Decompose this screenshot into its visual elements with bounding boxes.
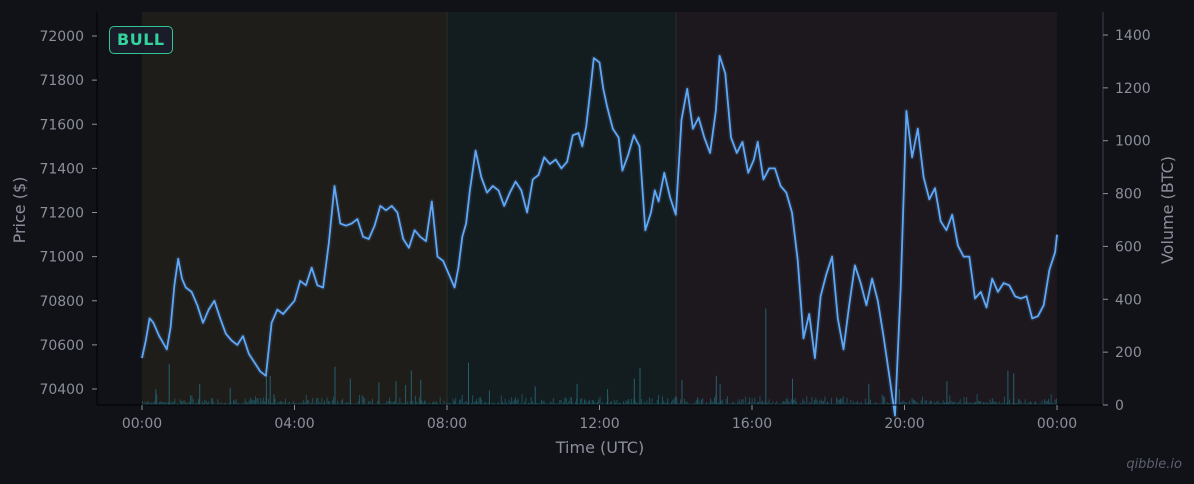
price-tick-label: 71600: [39, 117, 84, 133]
market-regime-badge: BULL: [109, 26, 173, 54]
region-asia: [142, 12, 447, 405]
volume-bar: [468, 362, 469, 405]
y-axis-title: Price ($): [10, 177, 29, 244]
x-axis-title: Time (UTC): [555, 438, 644, 457]
time-tick-label: 00:00: [1037, 416, 1077, 432]
volume-bar: [898, 389, 900, 405]
volume-bar: [488, 390, 490, 405]
time-tick-label: 16:00: [732, 416, 772, 432]
volume-bar: [420, 379, 422, 405]
volume-bar: [168, 364, 170, 405]
volume-bar: [155, 389, 157, 405]
price-tick-label: 70600: [39, 338, 84, 354]
volume-bar: [946, 381, 948, 405]
price-tick-label: 70800: [39, 294, 84, 310]
volume-bar: [273, 394, 275, 405]
price-tick-label: 71000: [39, 250, 84, 266]
volume-bar: [410, 370, 412, 405]
price-tick-label: 72000: [39, 29, 84, 45]
volume-bar: [607, 389, 609, 405]
volume-bar: [715, 375, 717, 405]
volume-bar: [395, 381, 397, 405]
volume-bar: [1013, 373, 1015, 405]
time-tick-label: 00:00: [122, 416, 162, 432]
price-axis-ticks: 70400 70600 70800 71000 71200 71400 71600 71800…: [39, 29, 97, 398]
volume-bar: [633, 378, 635, 405]
volume-bar: [265, 373, 267, 405]
volume-bar: [229, 387, 231, 405]
volume-tick-label: 0: [1115, 398, 1124, 414]
volume-tick-label: 400: [1115, 292, 1142, 308]
volume-bar: [534, 386, 536, 405]
time-tick-label: 04:00: [274, 416, 314, 432]
price-tick-label: 70400: [39, 382, 84, 398]
volume-bar: [681, 379, 683, 405]
time-tick-label: 12:00: [579, 416, 619, 432]
region-europe: [447, 12, 676, 405]
price-tick-label: 71200: [39, 206, 84, 222]
volume-tick-label: 200: [1115, 345, 1142, 361]
price-line: [141, 55, 1058, 417]
volume-bar: [765, 308, 767, 405]
volume-bar: [199, 383, 201, 405]
session-regions: [142, 12, 1057, 405]
volume-tick-label: 1000: [1115, 134, 1151, 150]
volume-bar: [334, 366, 336, 405]
volume-bar: [719, 383, 721, 405]
watermark: qibble.io: [1126, 457, 1182, 472]
volume-bar: [378, 382, 380, 405]
volume-bar: [639, 368, 641, 405]
time-tick-label: 08:00: [427, 416, 467, 432]
volume-bar: [792, 378, 793, 405]
price-tick-label: 71400: [39, 161, 84, 177]
volume-bars: [142, 308, 1057, 405]
time-axis-ticks: 00:00 04:00 08:00 12:00 16:00 20:00 00:00: [122, 405, 1077, 432]
volume-tick-label: 600: [1115, 239, 1142, 255]
volume-axis-ticks: 0 200 400 600 800 1000 1200 1400: [1103, 28, 1151, 414]
volume-bar: [868, 383, 870, 405]
region-us: [676, 12, 1057, 405]
volume-tick-label: 800: [1115, 187, 1142, 203]
volume-bar: [576, 383, 578, 405]
volume-bar: [1007, 370, 1009, 405]
price-tick-label: 71800: [39, 73, 84, 89]
volume-bar: [349, 378, 351, 405]
volume-bar: [269, 375, 271, 405]
time-tick-label: 20:00: [884, 416, 924, 432]
volume-tick-label: 1400: [1115, 28, 1151, 44]
volume-tick-label: 1200: [1115, 81, 1151, 97]
volume-bar: [405, 385, 407, 405]
y2-axis-title: Volume (BTC): [1158, 156, 1177, 264]
